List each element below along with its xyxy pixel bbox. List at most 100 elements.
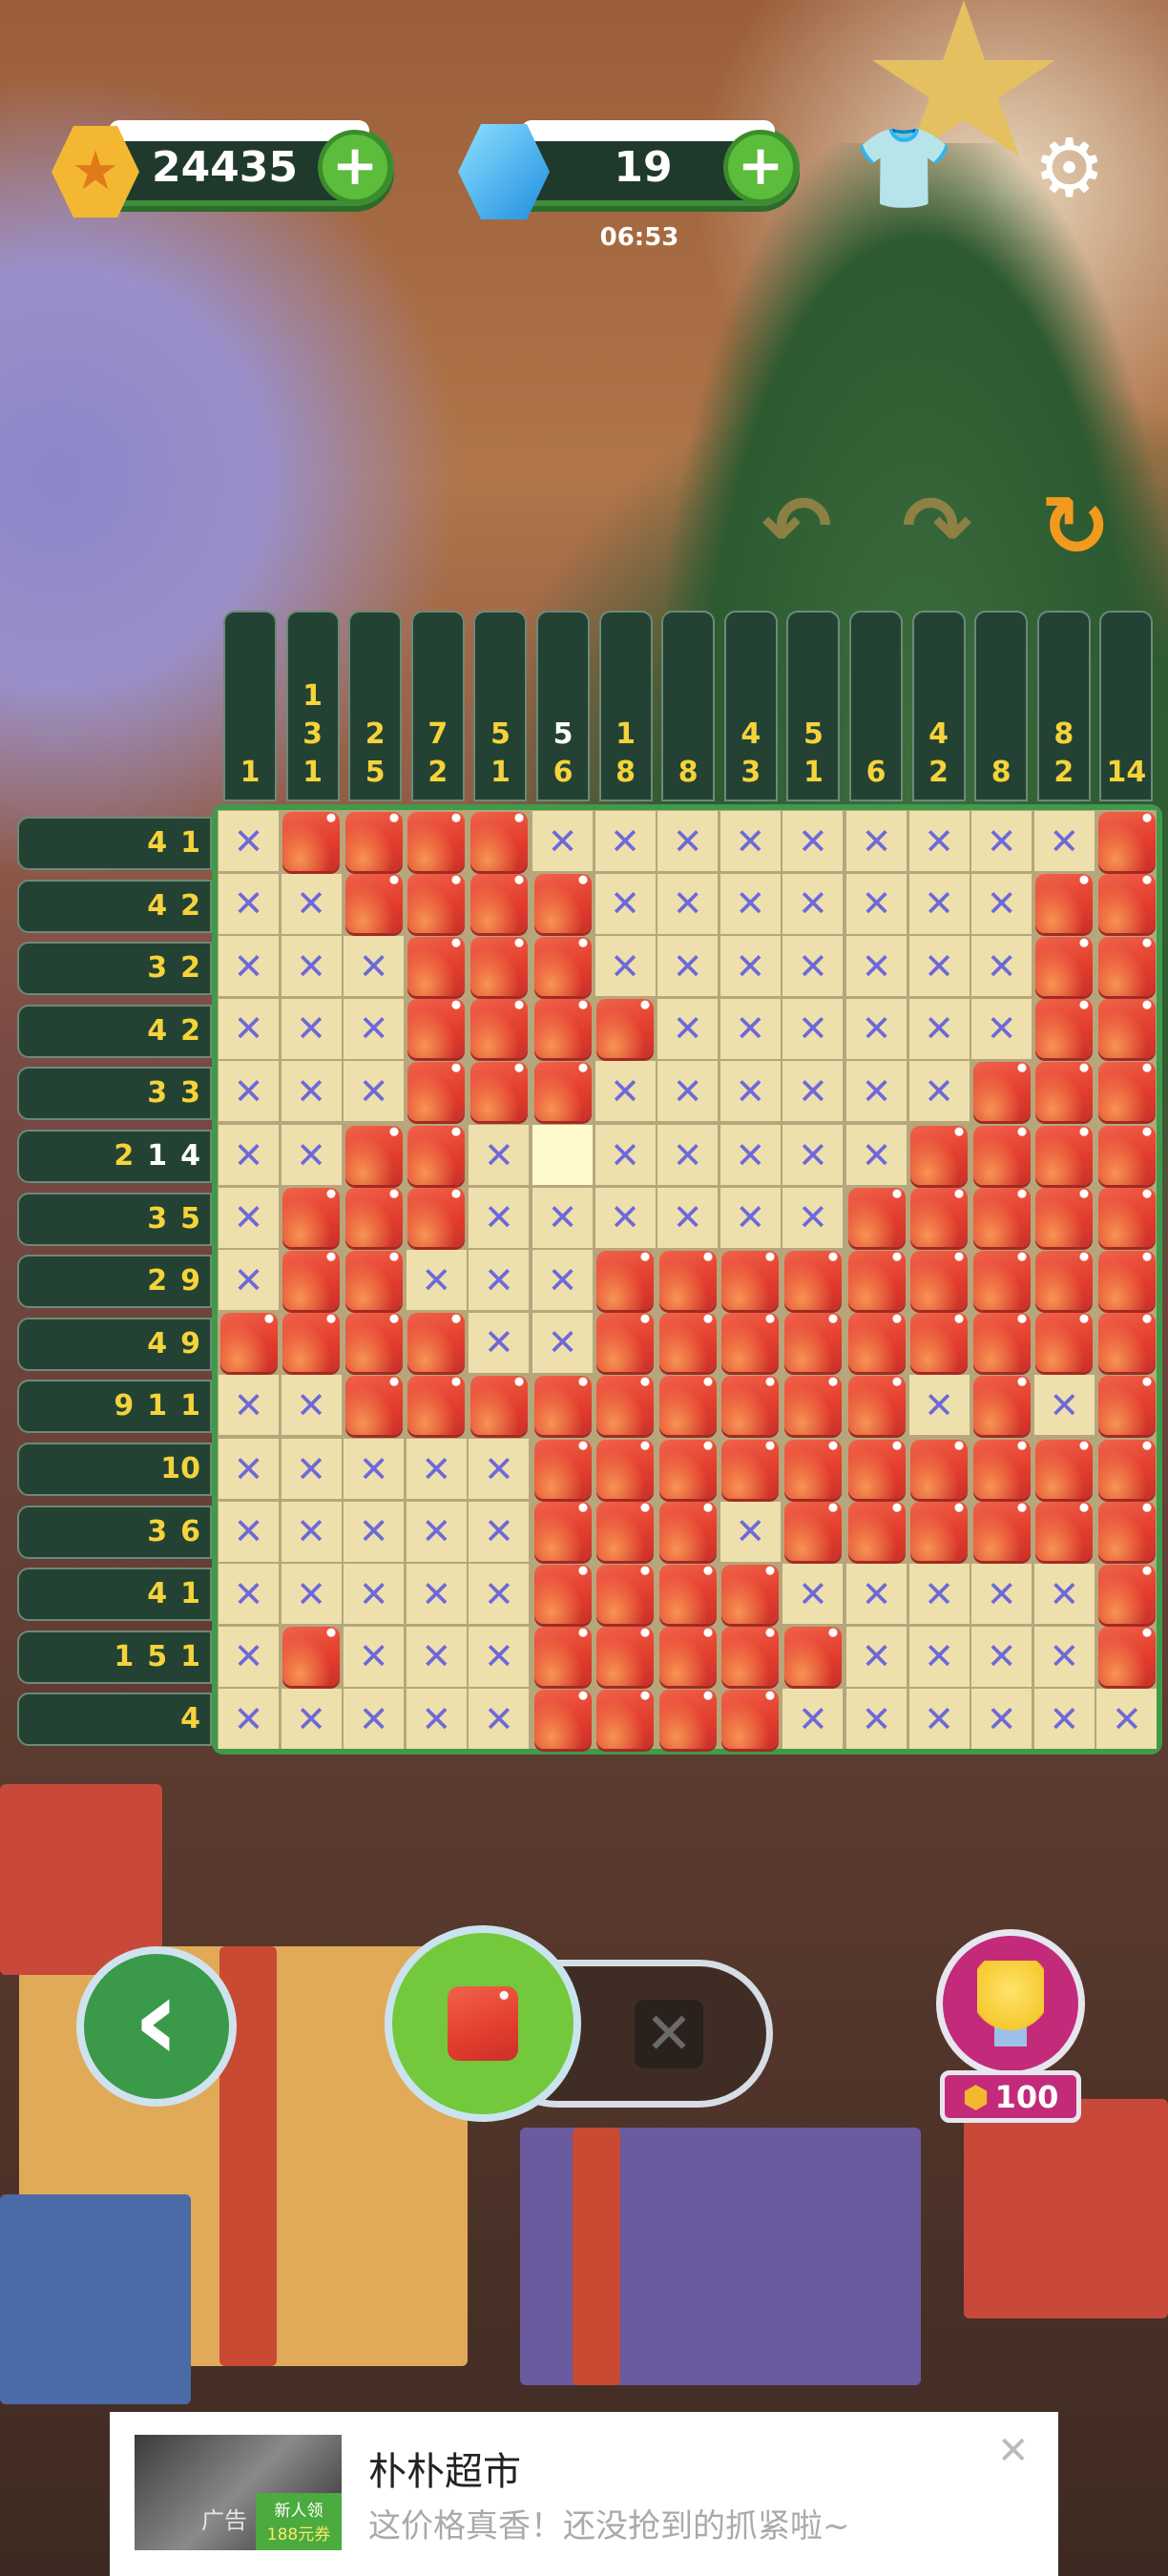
filled-cell[interactable] <box>532 1375 593 1435</box>
filled-cell[interactable] <box>344 811 404 871</box>
crossed-cell[interactable]: ✕ <box>469 1501 530 1562</box>
crossed-cell[interactable]: ✕ <box>971 936 1032 997</box>
crossed-cell[interactable]: ✕ <box>846 1061 907 1122</box>
filled-cell[interactable] <box>344 1375 404 1435</box>
filled-cell[interactable] <box>532 1502 593 1562</box>
filled-cell[interactable] <box>720 1375 781 1435</box>
crossed-cell[interactable]: ✕ <box>782 811 844 871</box>
crossed-cell[interactable]: ✕ <box>971 998 1032 1059</box>
crossed-cell[interactable]: ✕ <box>908 998 970 1059</box>
crossed-cell[interactable]: ✕ <box>469 1626 530 1687</box>
filled-cell[interactable] <box>909 1439 970 1499</box>
crossed-cell[interactable]: ✕ <box>782 998 844 1059</box>
crossed-cell[interactable]: ✕ <box>406 1250 467 1311</box>
filled-cell[interactable] <box>282 811 342 871</box>
filled-cell[interactable] <box>469 999 529 1059</box>
filled-cell[interactable] <box>782 1375 843 1435</box>
filled-cell[interactable] <box>469 936 529 996</box>
hint-button[interactable] <box>936 1929 1085 2078</box>
filled-cell[interactable] <box>1034 1502 1095 1562</box>
crossed-cell[interactable]: ✕ <box>219 1187 279 1248</box>
crossed-cell[interactable]: ✕ <box>908 1626 970 1687</box>
crossed-cell[interactable]: ✕ <box>594 936 656 997</box>
crossed-cell[interactable]: ✕ <box>720 1501 781 1562</box>
crossed-cell[interactable]: ✕ <box>219 1626 279 1687</box>
filled-cell[interactable] <box>282 1627 342 1687</box>
crossed-cell[interactable]: ✕ <box>782 936 844 997</box>
filled-cell[interactable] <box>846 1375 907 1435</box>
filled-cell[interactable] <box>282 1188 342 1248</box>
filled-cell[interactable] <box>971 1502 1032 1562</box>
filled-cell[interactable] <box>532 874 593 934</box>
filled-cell[interactable] <box>595 1250 656 1310</box>
filled-cell[interactable] <box>1034 1313 1095 1373</box>
filled-cell[interactable] <box>846 1250 907 1310</box>
filled-cell[interactable] <box>1096 936 1157 996</box>
filled-cell[interactable] <box>407 1375 467 1435</box>
crossed-cell[interactable]: ✕ <box>532 1187 593 1248</box>
crossed-cell[interactable]: ✕ <box>219 1501 279 1562</box>
crossed-cell[interactable]: ✕ <box>344 1689 405 1750</box>
filled-cell[interactable] <box>909 1502 970 1562</box>
crossed-cell[interactable]: ✕ <box>657 873 719 934</box>
filled-cell[interactable] <box>909 1313 970 1373</box>
filled-cell[interactable] <box>1034 874 1095 934</box>
crossed-cell[interactable]: ✕ <box>219 1061 279 1122</box>
crossed-cell[interactable]: ✕ <box>782 1187 844 1248</box>
crossed-cell[interactable]: ✕ <box>971 1689 1032 1750</box>
filled-cell[interactable] <box>282 1313 342 1373</box>
filled-cell[interactable] <box>1096 1502 1157 1562</box>
crossed-cell[interactable]: ✕ <box>344 998 405 1059</box>
crossed-cell[interactable]: ✕ <box>846 1626 907 1687</box>
crossed-cell[interactable]: ✕ <box>846 1564 907 1625</box>
redo-button[interactable]: ↷ <box>902 477 972 575</box>
add-gems-button[interactable]: + <box>723 130 798 204</box>
filled-cell[interactable] <box>532 1564 593 1624</box>
filled-cell[interactable] <box>595 1439 656 1499</box>
crossed-cell[interactable]: ✕ <box>219 1689 279 1750</box>
fill-mode-button[interactable] <box>385 1925 581 2122</box>
crossed-cell[interactable]: ✕ <box>469 1187 530 1248</box>
crossed-cell[interactable]: ✕ <box>219 1564 279 1625</box>
filled-cell[interactable] <box>1034 1250 1095 1310</box>
crossed-cell[interactable]: ✕ <box>720 998 781 1059</box>
filled-cell[interactable] <box>344 874 404 934</box>
filled-cell[interactable] <box>1096 1375 1157 1435</box>
crossed-cell[interactable]: ✕ <box>344 1439 405 1499</box>
crossed-cell[interactable]: ✕ <box>281 998 342 1059</box>
filled-cell[interactable] <box>782 1250 843 1310</box>
filled-cell[interactable] <box>1034 1439 1095 1499</box>
crossed-cell[interactable]: ✕ <box>344 1061 405 1122</box>
filled-cell[interactable] <box>595 1627 656 1687</box>
crossed-cell[interactable]: ✕ <box>971 811 1032 871</box>
filled-cell[interactable] <box>846 1188 907 1248</box>
crossed-cell[interactable]: ✕ <box>720 1125 781 1185</box>
filled-cell[interactable] <box>344 1313 404 1373</box>
crossed-cell[interactable]: ✕ <box>720 811 781 871</box>
filled-cell[interactable] <box>469 811 529 871</box>
crossed-cell[interactable]: ✕ <box>657 1187 719 1248</box>
shirt-icon[interactable]: 👕 <box>854 121 954 215</box>
crossed-cell[interactable]: ✕ <box>971 1626 1032 1687</box>
crossed-cell[interactable]: ✕ <box>657 936 719 997</box>
filled-cell[interactable] <box>657 1250 718 1310</box>
back-button[interactable]: ‹ <box>76 1946 237 2107</box>
crossed-cell[interactable]: ✕ <box>219 873 279 934</box>
filled-cell[interactable] <box>532 1439 593 1499</box>
crossed-cell[interactable]: ✕ <box>406 1689 467 1750</box>
filled-cell[interactable] <box>971 1250 1032 1310</box>
gear-icon[interactable]: ⚙ <box>1032 121 1106 215</box>
crossed-cell[interactable]: ✕ <box>281 1564 342 1625</box>
cross-mode-button[interactable]: ✕ <box>635 2000 703 2068</box>
filled-cell[interactable] <box>595 1689 656 1749</box>
crossed-cell[interactable]: ✕ <box>657 1061 719 1122</box>
filled-cell[interactable] <box>469 1375 529 1435</box>
crossed-cell[interactable]: ✕ <box>657 1125 719 1185</box>
crossed-cell[interactable]: ✕ <box>1033 1626 1095 1687</box>
filled-cell[interactable] <box>1096 1250 1157 1310</box>
filled-cell[interactable] <box>1096 1564 1157 1624</box>
crossed-cell[interactable]: ✕ <box>281 1439 342 1499</box>
crossed-cell[interactable]: ✕ <box>281 1061 342 1122</box>
filled-cell[interactable] <box>595 999 656 1059</box>
restart-button[interactable]: ↻ <box>1040 477 1111 575</box>
